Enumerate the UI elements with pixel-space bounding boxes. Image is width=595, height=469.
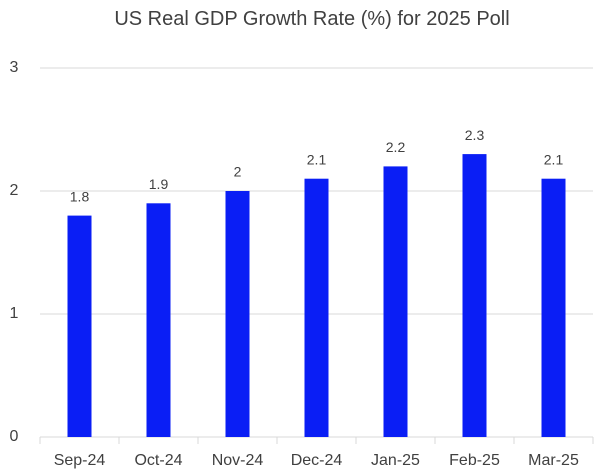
data-label: 2.2 xyxy=(386,139,406,155)
bar xyxy=(225,191,250,437)
x-tick-label: Feb-25 xyxy=(449,452,500,469)
bar xyxy=(383,166,408,437)
data-label: 2 xyxy=(234,164,242,180)
x-tick-label: Mar-25 xyxy=(528,452,579,469)
x-tick-label: Dec-24 xyxy=(291,452,343,469)
data-label: 2.1 xyxy=(307,151,327,167)
data-label: 1.8 xyxy=(70,188,90,204)
bar xyxy=(146,203,171,437)
x-tick-label: Jan-25 xyxy=(371,452,420,469)
chart-title: US Real GDP Growth Rate (%) for 2025 Pol… xyxy=(114,8,510,30)
y-tick-label: 0 xyxy=(10,428,19,445)
data-label: 1.9 xyxy=(149,176,169,192)
bar xyxy=(541,178,566,437)
x-tick-label: Nov-24 xyxy=(212,452,264,469)
y-tick-label: 1 xyxy=(10,305,19,322)
x-tick-label: Sep-24 xyxy=(54,452,106,469)
data-label: 2.3 xyxy=(465,127,485,143)
bar xyxy=(67,215,92,437)
x-tick-label: Oct-24 xyxy=(134,452,182,469)
bar xyxy=(304,178,329,437)
bar xyxy=(462,154,487,437)
data-label: 2.1 xyxy=(544,151,564,167)
y-tick-label: 2 xyxy=(10,182,19,199)
y-tick-label: 3 xyxy=(10,59,19,76)
